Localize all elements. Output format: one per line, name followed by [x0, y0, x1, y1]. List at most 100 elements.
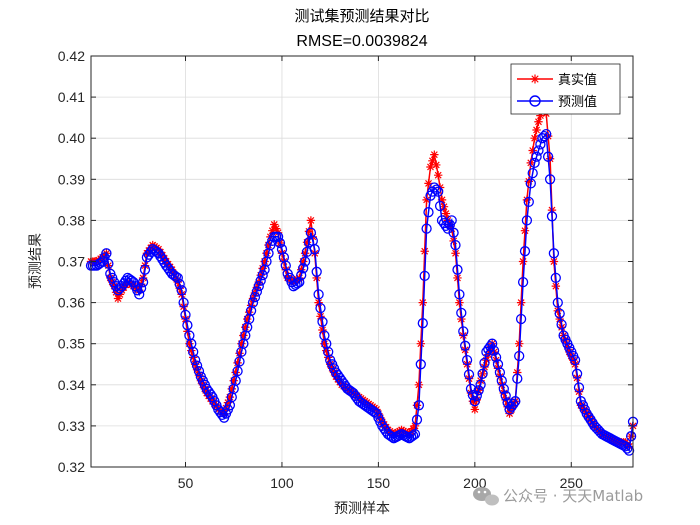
data-point [546, 211, 558, 222]
data-point [569, 354, 581, 366]
data-point [139, 264, 151, 275]
data-point [386, 431, 398, 443]
data-point [469, 396, 480, 407]
data-point [246, 301, 256, 310]
legend-asterisk [530, 74, 540, 84]
data-point [302, 238, 312, 247]
data-point [296, 270, 307, 281]
data-point [255, 275, 266, 286]
data-point [234, 356, 245, 367]
data-point [227, 384, 237, 394]
data-point [422, 195, 431, 205]
data-point [542, 151, 554, 162]
data-point [190, 354, 201, 366]
ticks: 50 100 150 200 250 0.32 0.33 0.34 0.35 0.36 0.37 0.… [58, 48, 633, 491]
data-point [241, 323, 250, 332]
data-point [498, 383, 509, 395]
data-point [527, 167, 538, 179]
data-point [510, 396, 521, 407]
data-point [534, 117, 543, 126]
data-point [526, 158, 535, 168]
data-point [563, 342, 572, 351]
data-point [237, 339, 246, 348]
x-tick-label: 100 [270, 475, 294, 491]
data-point [316, 312, 325, 321]
data-point [176, 285, 187, 296]
data-point [320, 339, 329, 348]
x-tick-label: 200 [463, 475, 487, 491]
data-point [298, 257, 308, 266]
data-point [543, 131, 553, 141]
data-point [520, 226, 530, 235]
data-point [479, 357, 490, 369]
data-point [253, 281, 264, 292]
data-point [500, 390, 511, 401]
data-point [508, 398, 519, 410]
data-point [268, 226, 277, 235]
y-tick-label: 0.38 [58, 212, 85, 228]
x-tick-label: 150 [367, 475, 391, 491]
data-point [394, 429, 405, 441]
wechat-icon [473, 487, 499, 506]
data-point [298, 263, 309, 274]
data-point [550, 272, 561, 284]
chart-title: 测试集预测结果对比 [294, 7, 429, 25]
data-point [231, 368, 240, 377]
data-point [239, 331, 248, 340]
data-point [523, 196, 534, 208]
data-point [311, 266, 322, 277]
data-point [230, 375, 241, 386]
data-point [487, 338, 498, 349]
data-point [251, 286, 263, 297]
data-point [317, 316, 328, 327]
data-point [225, 392, 235, 402]
data-point [294, 276, 305, 288]
data-point [223, 398, 233, 407]
data-point [297, 265, 306, 274]
data-point [191, 360, 203, 371]
x-axis-label: 预测样本 [334, 501, 390, 517]
data-point [426, 162, 435, 172]
data-point [430, 150, 439, 159]
data-point [243, 314, 252, 324]
data-point [249, 291, 261, 303]
data-point [573, 382, 585, 393]
data-point [113, 294, 123, 303]
data-point [475, 379, 486, 390]
chart-subtitle: RMSE=0.0039824 [296, 33, 427, 50]
data-point [417, 318, 428, 329]
data-point [490, 352, 502, 363]
data-point [258, 264, 267, 273]
data-point [432, 160, 441, 170]
data-point [270, 220, 279, 229]
y-tick-label: 0.36 [58, 295, 85, 311]
data-point [434, 200, 446, 212]
data-point [545, 154, 555, 163]
data-point [512, 373, 523, 384]
data-point [517, 276, 529, 288]
data-point [171, 273, 181, 283]
data-point [257, 270, 268, 281]
data-point [477, 368, 488, 379]
data-point [531, 151, 542, 162]
data-point [315, 302, 326, 314]
data-point [530, 134, 539, 143]
data-point [411, 414, 423, 425]
data-point [424, 179, 433, 188]
y-tick-label: 0.32 [58, 459, 85, 475]
legend-entry-actual: 真实值 [517, 72, 597, 88]
data-point [484, 350, 493, 359]
data-point [306, 216, 316, 225]
data-point [103, 258, 114, 269]
data-point [314, 298, 323, 307]
data-point [410, 421, 420, 431]
data-point [470, 405, 480, 414]
data-point [232, 365, 243, 377]
data-point [555, 314, 564, 324]
legend-label-predicted: 预测值 [558, 94, 597, 110]
data-point [260, 257, 269, 266]
watermark-text: 公众号 · 天天Matlab [503, 487, 643, 505]
data-point [433, 186, 444, 197]
data-point [318, 325, 327, 335]
